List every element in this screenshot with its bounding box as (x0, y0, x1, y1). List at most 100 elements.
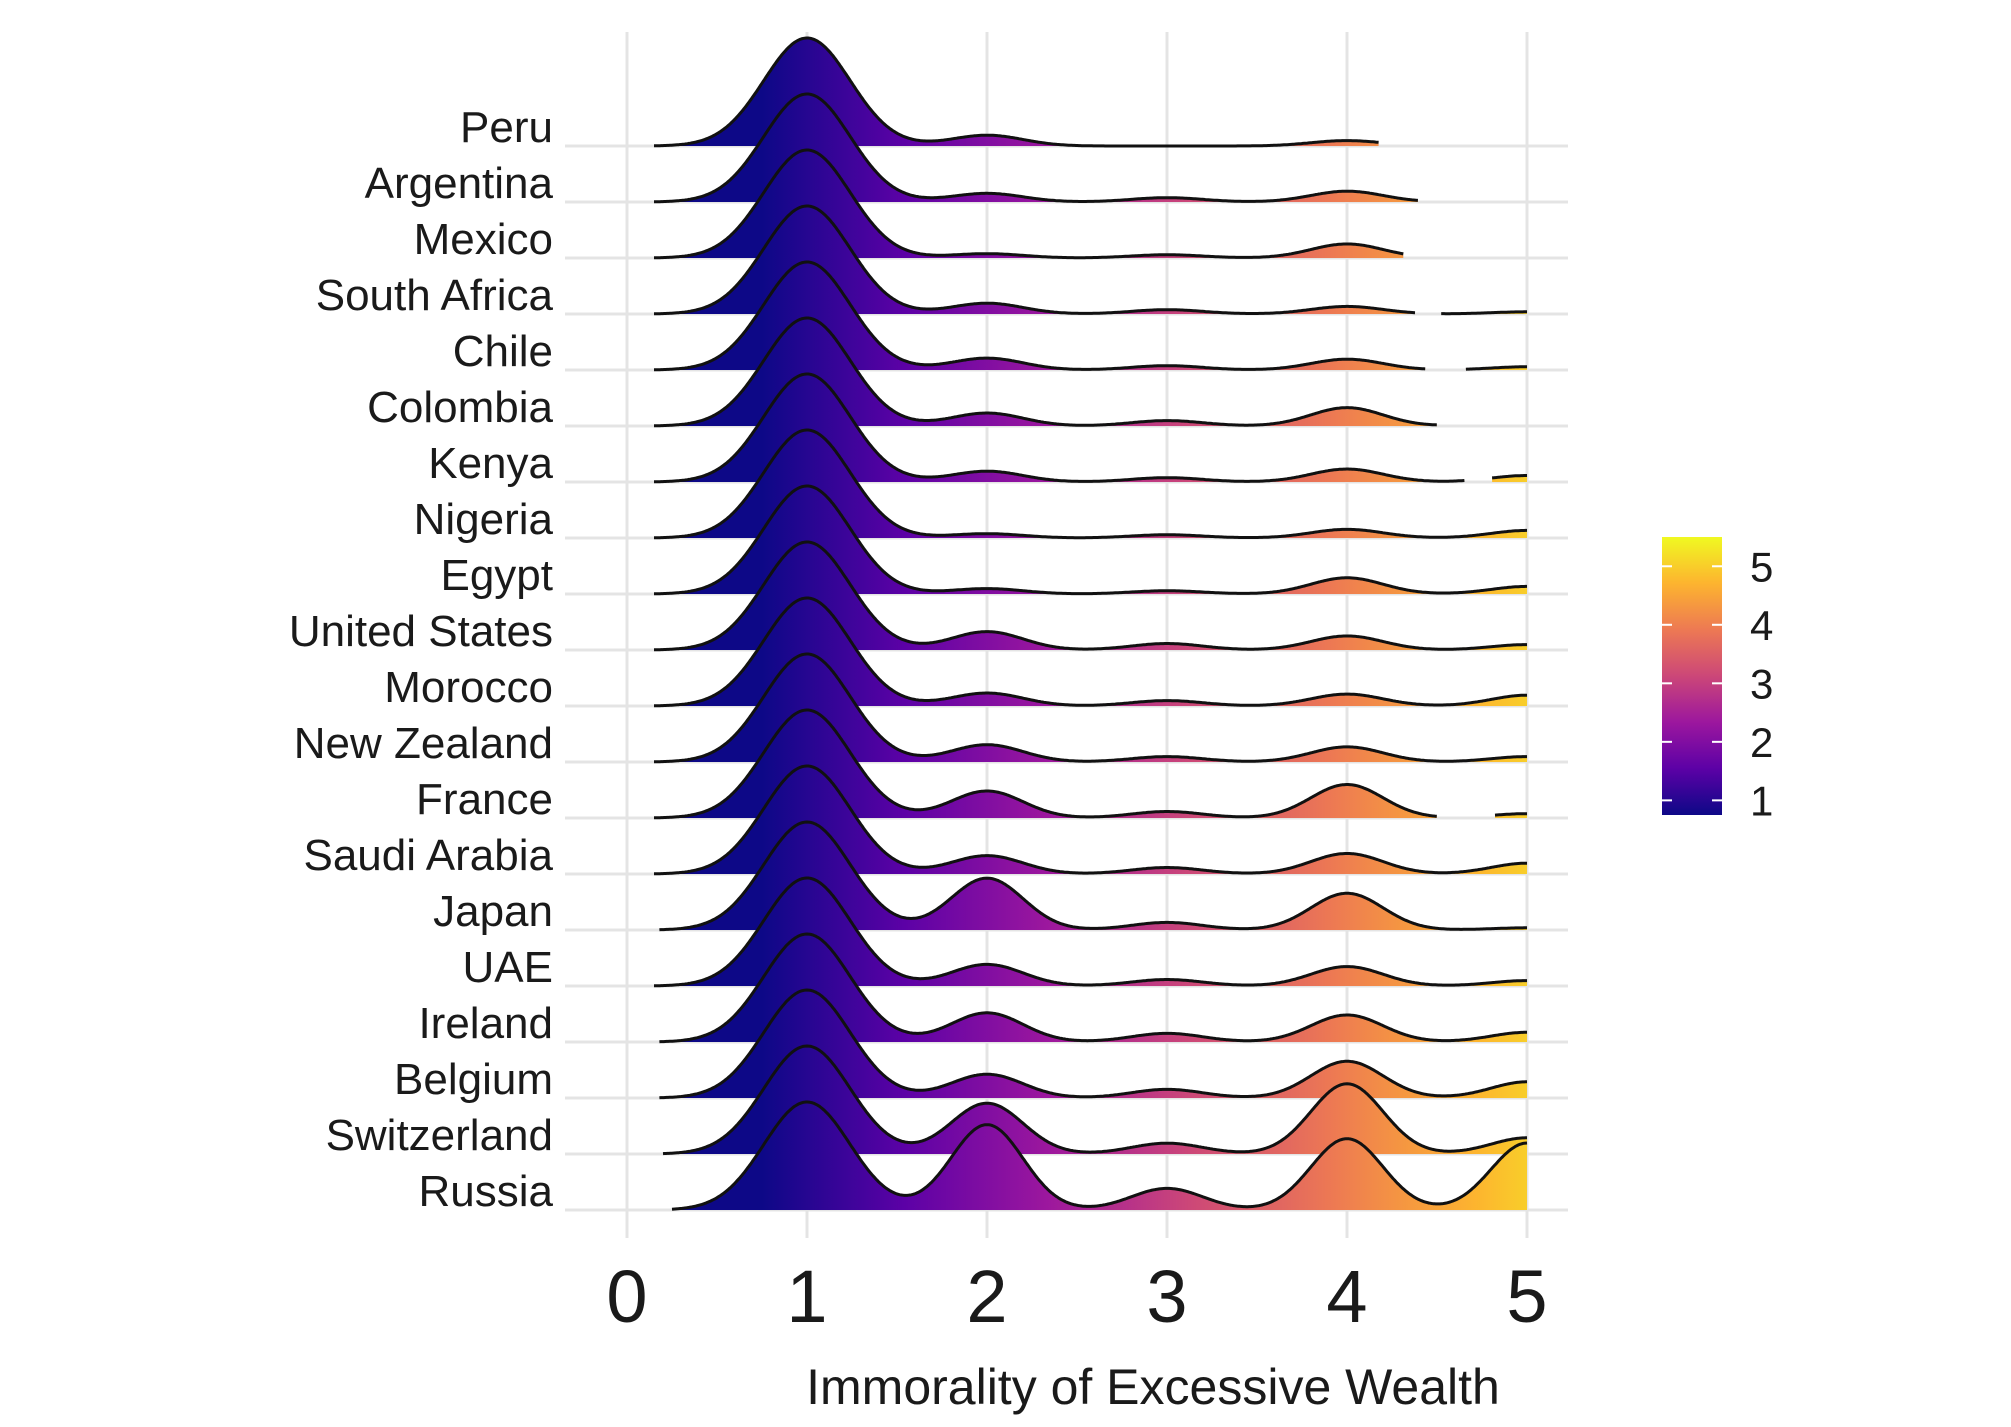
ridge-line-morocco-0 (654, 596, 1527, 708)
ridge-area-united-states-0 (654, 542, 1527, 650)
country-label-japan: Japan (433, 887, 553, 936)
ridge-line-argentina-0 (654, 92, 1418, 204)
ridge-area-argentina-0 (654, 94, 1418, 202)
ridge-kenya (654, 372, 1527, 484)
ridge-line-united-states-0 (654, 540, 1527, 652)
country-label-colombia: Colombia (367, 383, 553, 432)
ridge-line-new-zealand-0 (654, 652, 1527, 764)
ridge-line-peru-0 (654, 36, 1379, 148)
ridge-south-africa (654, 204, 1527, 316)
ridge-line-france-0 (654, 708, 1437, 820)
ridge-mexico (654, 148, 1404, 260)
ridge-area-belgium-0 (659, 990, 1527, 1098)
ridge-line-mexico-0 (654, 148, 1404, 260)
ridge-line-switzerland-0 (662, 1044, 1528, 1156)
ridge-area-morocco-0 (654, 598, 1527, 706)
country-label-uae: UAE (463, 943, 553, 992)
country-label-south-africa: South Africa (316, 271, 554, 320)
country-label-nigeria: Nigeria (414, 495, 554, 544)
country-label-egypt: Egypt (440, 551, 553, 600)
x-tick-label-1: 1 (786, 1255, 827, 1338)
ridge-new-zealand (654, 652, 1527, 764)
country-label-switzerland: Switzerland (326, 1111, 553, 1160)
ridge-peru (654, 36, 1379, 148)
colorbar-tick-label-1: 1 (1750, 777, 1773, 824)
ridge-line-south-africa-1 (1441, 310, 1527, 316)
country-label-peru: Peru (460, 103, 553, 152)
colorbar (1662, 537, 1722, 815)
ridge-chile (654, 260, 1527, 372)
ridge-area-south-africa-0 (654, 206, 1415, 314)
country-label-france: France (416, 775, 553, 824)
ridge-line-kenya-1 (1491, 474, 1527, 480)
country-label-ireland: Ireland (418, 999, 553, 1048)
ridge-line-japan-0 (659, 820, 1528, 932)
ridge-area-japan-0 (659, 822, 1527, 930)
x-tick-label-2: 2 (966, 1255, 1007, 1338)
ridge-line-russia-0 (671, 1100, 1528, 1211)
ridges (654, 36, 1528, 1211)
ridge-line-ireland-0 (659, 932, 1528, 1044)
ridge-france (654, 708, 1527, 820)
country-label-new-zealand: New Zealand (294, 719, 553, 768)
ridge-line-chile-1 (1465, 365, 1527, 371)
country-label-mexico: Mexico (414, 215, 553, 264)
ridge-morocco (654, 596, 1527, 708)
ridge-egypt (654, 484, 1527, 596)
ridge-area-ireland-0 (659, 934, 1527, 1042)
x-tick-label-4: 4 (1326, 1255, 1367, 1338)
ridge-line-belgium-0 (659, 988, 1528, 1100)
x-tick-label-3: 3 (1146, 1255, 1187, 1338)
ridge-line-france-1 (1494, 812, 1527, 817)
country-labels: Peru Argentina Mexico South Africa Chile Colo… (289, 103, 554, 1216)
ridge-argentina (654, 92, 1418, 204)
ridge-area-nigeria-0 (654, 430, 1527, 538)
ridge-belgium (659, 988, 1528, 1100)
ridge-line-south-africa-0 (654, 204, 1416, 316)
ridge-area-uae-0 (654, 878, 1527, 986)
x-axis-title: Immorality of Excessive Wealth (806, 1359, 1500, 1415)
country-label-russia: Russia (419, 1167, 554, 1216)
country-label-argentina: Argentina (365, 159, 554, 208)
colorbar-tick-label-3: 3 (1750, 660, 1773, 707)
ridge-area-france-0 (654, 710, 1437, 818)
ridge-uae (654, 876, 1527, 988)
country-label-saudi-arabia: Saudi Arabia (303, 831, 553, 880)
ridge-nigeria (654, 428, 1527, 540)
ridge-japan (659, 820, 1528, 932)
ridge-area-egypt-0 (654, 486, 1527, 594)
ridge-area-chile-0 (654, 262, 1426, 370)
ridge-russia (671, 1100, 1528, 1211)
ridge-colombia (654, 316, 1437, 428)
ridge-area-russia-0 (672, 1102, 1527, 1210)
ridge-saudi-arabia (654, 764, 1527, 876)
colorbar-tick-label-5: 5 (1750, 543, 1773, 590)
ridge-line-kenya-0 (654, 372, 1465, 484)
ridge-line-uae-0 (654, 876, 1527, 988)
color-legend: 1 2 3 4 5 (1662, 537, 1773, 824)
ridge-united-states (654, 540, 1527, 652)
ridge-line-colombia-0 (654, 316, 1437, 428)
country-label-united-states: United States (289, 607, 553, 656)
country-label-morocco: Morocco (384, 663, 553, 712)
ridge-line-egypt-0 (654, 484, 1527, 596)
ridge-line-nigeria-0 (654, 428, 1527, 540)
ridge-ireland (659, 932, 1528, 1044)
x-axis: 0 1 2 3 4 5 (606, 1255, 1547, 1338)
x-tick-label-5: 5 (1506, 1255, 1547, 1338)
colorbar-tick-label-4: 4 (1750, 602, 1773, 649)
country-label-kenya: Kenya (428, 439, 553, 488)
grid-lines (565, 32, 1568, 1238)
ridge-area-new-zealand-0 (654, 654, 1527, 762)
colorbar-tick-label-2: 2 (1750, 719, 1773, 766)
country-label-belgium: Belgium (394, 1055, 553, 1104)
x-tick-label-0: 0 (606, 1255, 647, 1338)
ridge-area-colombia-0 (654, 318, 1437, 426)
ridge-area-peru-0 (654, 38, 1379, 146)
ridge-line-saudi-arabia-0 (654, 764, 1527, 876)
ridge-area-saudi-arabia-0 (654, 766, 1527, 874)
country-label-chile: Chile (453, 327, 553, 376)
ridge-area-mexico-0 (654, 150, 1404, 258)
ridge-area-kenya-0 (654, 374, 1465, 482)
